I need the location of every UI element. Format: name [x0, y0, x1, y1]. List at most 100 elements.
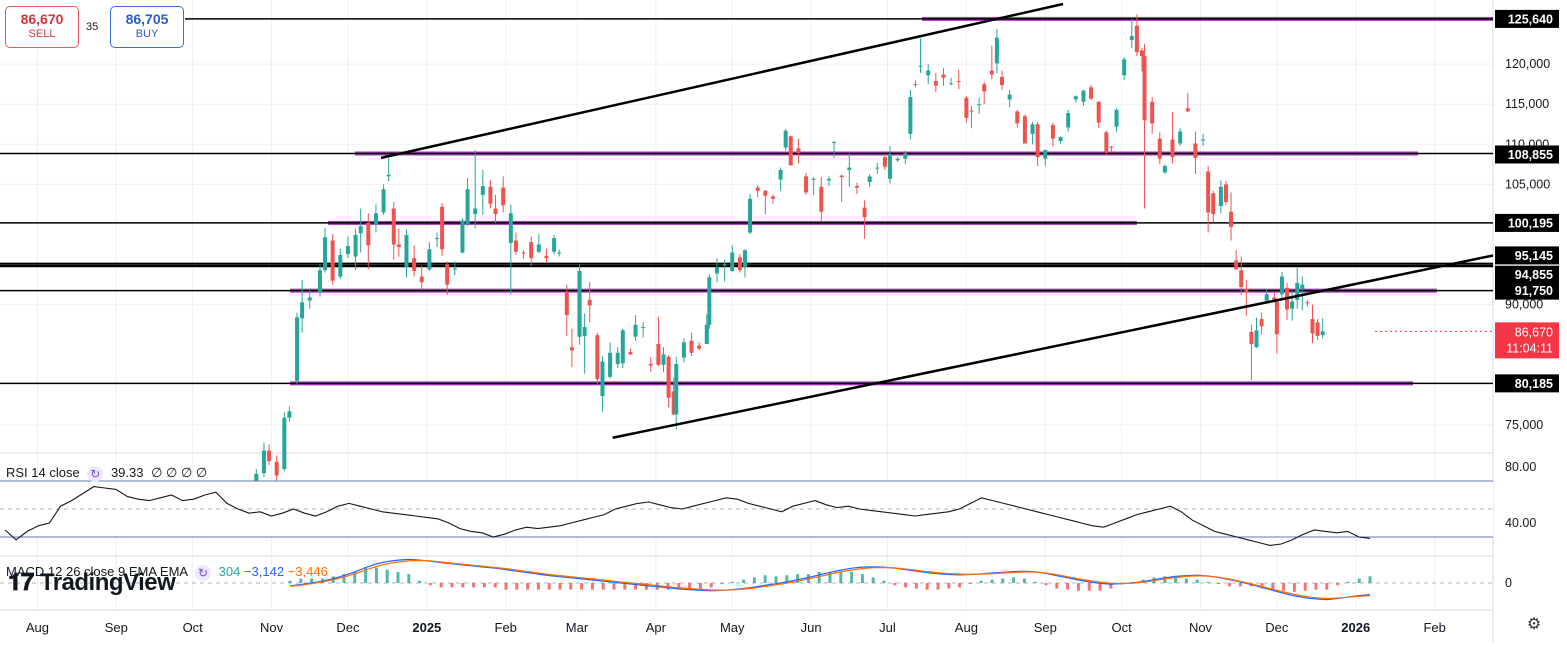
rsi-line — [4, 486, 1371, 546]
price-level-label: 100,195 — [1508, 216, 1553, 230]
candle-body — [544, 255, 549, 259]
sell-button[interactable]: 86,670 SELL — [5, 6, 79, 48]
macd-histogram-bar — [1206, 581, 1210, 583]
candle-body — [1185, 108, 1190, 112]
macd-histogram-bar — [342, 574, 346, 583]
candle-body — [875, 167, 880, 169]
macd-histogram-bar — [299, 578, 303, 583]
trendline[interactable] — [612, 254, 1494, 439]
refresh-icon[interactable]: ↻ — [87, 465, 104, 482]
macd-histogram-bar — [1271, 583, 1275, 590]
macd-label: MACD 12 26 close 9 EMA EMA — [6, 564, 188, 579]
macd-pane[interactable] — [0, 558, 1493, 601]
price-axis[interactable]: 120,000115,000110,000105,00090,00075,000… — [1495, 9, 1559, 590]
rsi-pane[interactable] — [0, 480, 1493, 546]
price-axis-label: 115,000 — [1505, 97, 1549, 111]
candle-body — [330, 240, 335, 281]
candle-body — [926, 70, 931, 76]
candle-body — [396, 244, 401, 247]
candle-body — [254, 473, 259, 482]
macd-histogram-bar — [418, 580, 422, 583]
candle-body — [796, 148, 801, 154]
time-axis[interactable]: Aug Sep Oct Nov Dec 2025 Feb Mar Apr May Jun Jul Aug… — [26, 620, 1446, 635]
trendline-layer[interactable] — [380, 2, 1494, 439]
macd-axis-label: 0 — [1505, 576, 1512, 590]
candle-body — [295, 317, 300, 381]
macd-histogram-bar — [1195, 579, 1199, 583]
buy-button[interactable]: 86,705 BUY — [110, 6, 184, 48]
time-axis-label: 2025 — [412, 620, 441, 635]
candle-body — [847, 167, 852, 170]
macd-histogram-bar — [742, 579, 746, 583]
candle-body — [300, 302, 305, 319]
price-level-label: 125,640 — [1508, 12, 1553, 26]
macd-histogram-bar — [828, 571, 832, 583]
candle-body — [582, 327, 587, 336]
candle-body — [956, 80, 961, 82]
candle-body — [608, 352, 613, 377]
candle-body — [529, 242, 534, 259]
macd-histogram-bar — [709, 583, 713, 588]
candle-body — [666, 356, 671, 398]
candle-body — [600, 361, 605, 397]
gear-icon[interactable]: ⚙ — [1526, 616, 1542, 633]
buy-label: BUY — [135, 28, 159, 40]
candle-body — [1081, 90, 1086, 102]
macd-histogram-bar — [947, 583, 951, 589]
candle-body — [587, 299, 592, 306]
candle-body — [788, 136, 793, 166]
candle-body — [933, 80, 938, 86]
macd-histogram-bar — [1217, 583, 1221, 585]
candle-body — [1150, 101, 1155, 124]
candle-body — [1142, 56, 1147, 121]
macd-histogram-bar — [925, 583, 929, 590]
macd-histogram-bar — [752, 577, 756, 583]
macd-histogram-bar — [515, 583, 519, 590]
macd-histogram-bar — [893, 583, 897, 586]
candle-body — [804, 176, 809, 193]
candle-body — [1022, 116, 1027, 144]
macd-histogram-bar — [968, 583, 972, 585]
candle-body — [1043, 149, 1048, 159]
rsi-legend[interactable]: RSI 14 close ↻ 39.33 ∅ ∅ ∅ ∅ — [6, 465, 207, 482]
macd-legend[interactable]: MACD 12 26 close 9 EMA EMA ↻ 304 −3,142 … — [6, 564, 328, 581]
macd-histogram-bar — [428, 583, 432, 586]
candle-body — [465, 189, 470, 225]
candle-body — [748, 198, 753, 233]
candle-body — [697, 345, 702, 349]
candle-body — [404, 234, 409, 267]
candle-body — [989, 70, 994, 75]
candle-body — [287, 411, 292, 418]
candle-body — [577, 270, 582, 337]
macd-histogram-bar — [310, 578, 314, 583]
level-layer — [0, 18, 1493, 385]
macd-histogram-bar — [547, 583, 551, 590]
candle-body — [261, 450, 266, 474]
candle-body — [832, 141, 837, 143]
rsi-axis-label: 80.00 — [1505, 460, 1536, 474]
macd-histogram-bar — [1368, 576, 1372, 583]
time-axis-label: Feb — [495, 620, 517, 635]
sell-price: 86,670 — [20, 11, 64, 27]
macd-histogram-bar — [482, 583, 486, 588]
candle-body — [386, 174, 391, 177]
macd-hist-value: 304 — [218, 564, 241, 579]
macd-histogram-bar — [850, 571, 854, 583]
macd-histogram-bar — [364, 567, 368, 583]
price-level-label: 94,855 — [1515, 268, 1553, 282]
macd-histogram-bar — [374, 567, 378, 583]
trendline[interactable] — [380, 2, 1064, 160]
current-price-tag — [1495, 322, 1559, 359]
macd-histogram-bar — [958, 583, 962, 588]
candle-body — [1229, 211, 1234, 227]
candle-body — [1254, 330, 1259, 348]
price-level-tag — [1495, 213, 1559, 232]
candle-body — [353, 234, 358, 257]
macd-histogram-bar — [1066, 583, 1070, 590]
candle-body — [552, 238, 557, 252]
macd-histogram-bar — [580, 583, 584, 590]
refresh-icon[interactable]: ↻ — [194, 564, 211, 581]
buy-price: 86,705 — [125, 11, 169, 27]
